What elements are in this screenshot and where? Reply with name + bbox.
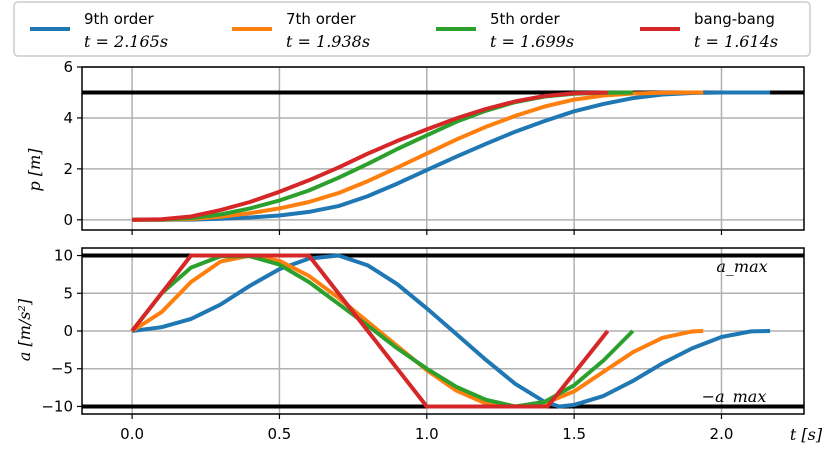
axes-frame [81,66,805,231]
series-line-9th-order [132,90,771,222]
legend-time: t = 1.938s [286,32,370,51]
ytick-label: 5 [63,284,73,302]
ylabel-acceleration: a [m/s²] [15,298,34,361]
series-line-9th-order [131,253,771,409]
ytick-label: 0 [63,322,73,340]
ytick-label: 0 [63,211,73,229]
series-line-bang-bang [132,90,608,222]
legend-label: bang-bang [694,10,775,28]
legend-time: t = 1.699s [490,32,574,51]
series-line-5th-order [130,254,635,409]
xtick-label: 2.0 [710,425,734,443]
series-line-7th-order [132,90,704,222]
annotation-amax: a_max [716,257,767,276]
series-line-5th-order [132,90,633,222]
xlabel-time: t [s] [790,425,823,444]
legend-box [13,1,811,57]
series-line-bang-bang [130,253,610,409]
legend-label: 5th order [490,10,561,28]
acceleration-plot: −10 −5 0 5 10 0.0 0.5 1.0 1.5 2.0 [41,247,805,443]
ylabel-position: p [m] [25,148,44,192]
ytick-label: 6 [63,58,73,76]
annotation-minus-amax: −a_max [702,387,767,406]
xtick-label: 1.5 [562,425,586,443]
xtick-label: 0.0 [120,425,144,443]
ytick-label: 4 [63,109,73,127]
legend: 9th order t = 2.165s 7th order t = 1.938s 5t… [30,10,778,51]
position-plot: 0 2 4 6 [63,58,805,235]
ytick-label: 2 [63,160,73,178]
xtick-label: 1.0 [415,425,439,443]
ytick-label: 10 [54,247,73,265]
xtick-label: 0.5 [268,425,292,443]
legend-time: t = 1.614s [694,32,778,51]
legend-label: 9th order [84,10,155,28]
legend-time: t = 2.165s [84,32,168,51]
ytick-label: −5 [51,360,73,378]
legend-label: 7th order [286,10,357,28]
ytick-label: −10 [41,397,73,415]
